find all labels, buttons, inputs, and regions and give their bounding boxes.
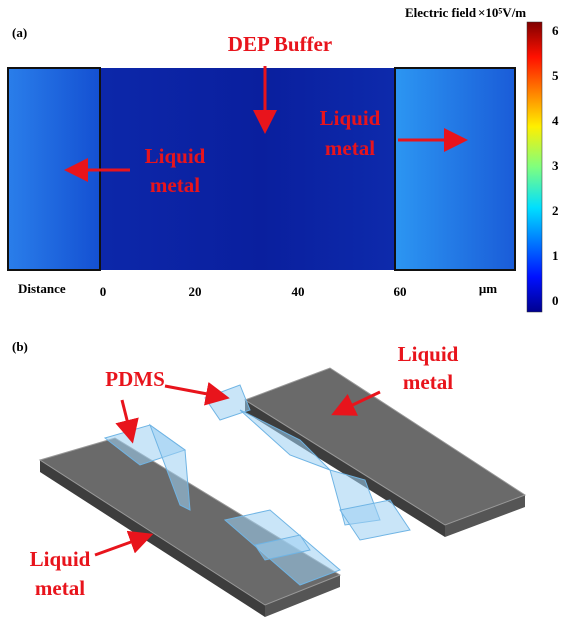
x-tick-label: 0 xyxy=(100,284,107,299)
pdms-label: PDMS xyxy=(105,367,165,391)
arrow xyxy=(122,400,130,432)
colorbar-unit: ×10⁵V/m xyxy=(478,5,526,20)
x-tick-label: 60 xyxy=(394,284,407,299)
colorbar-tick-label: 4 xyxy=(552,113,559,128)
x-tick-label: 20 xyxy=(189,284,202,299)
colorbar-tick-label: 1 xyxy=(552,248,559,263)
arrow xyxy=(95,538,142,555)
x-tick-label: 40 xyxy=(292,284,305,299)
arrow xyxy=(165,386,218,396)
left-label: Liquid xyxy=(145,144,206,168)
panel-label: (b) xyxy=(12,339,28,354)
left-label: metal xyxy=(35,576,85,600)
left-label: Liquid xyxy=(30,547,91,571)
colorbar-tick-label: 0 xyxy=(552,293,559,308)
axis-name: Distance xyxy=(18,281,66,296)
right-metal-region xyxy=(395,68,515,270)
right-label: Liquid xyxy=(398,342,459,366)
colorbar-tick-label: 3 xyxy=(552,158,559,173)
right-label: Liquid xyxy=(320,106,381,130)
right-label: metal xyxy=(325,136,375,160)
axis-unit: μm xyxy=(479,281,497,296)
buffer-title: DEP Buffer xyxy=(228,32,332,56)
panel-label: (a) xyxy=(12,25,27,40)
figure: (a) DEP Buffer Liquid metal Liquid metal… xyxy=(0,0,570,629)
left-label: metal xyxy=(150,173,200,197)
colorbar-tick-label: 2 xyxy=(552,203,559,218)
colorbar xyxy=(527,22,542,312)
colorbar-title: Electric field xyxy=(405,5,477,20)
right-label: metal xyxy=(403,370,453,394)
colorbar-tick-label: 5 xyxy=(552,68,559,83)
colorbar-tick-label: 6 xyxy=(552,23,559,38)
